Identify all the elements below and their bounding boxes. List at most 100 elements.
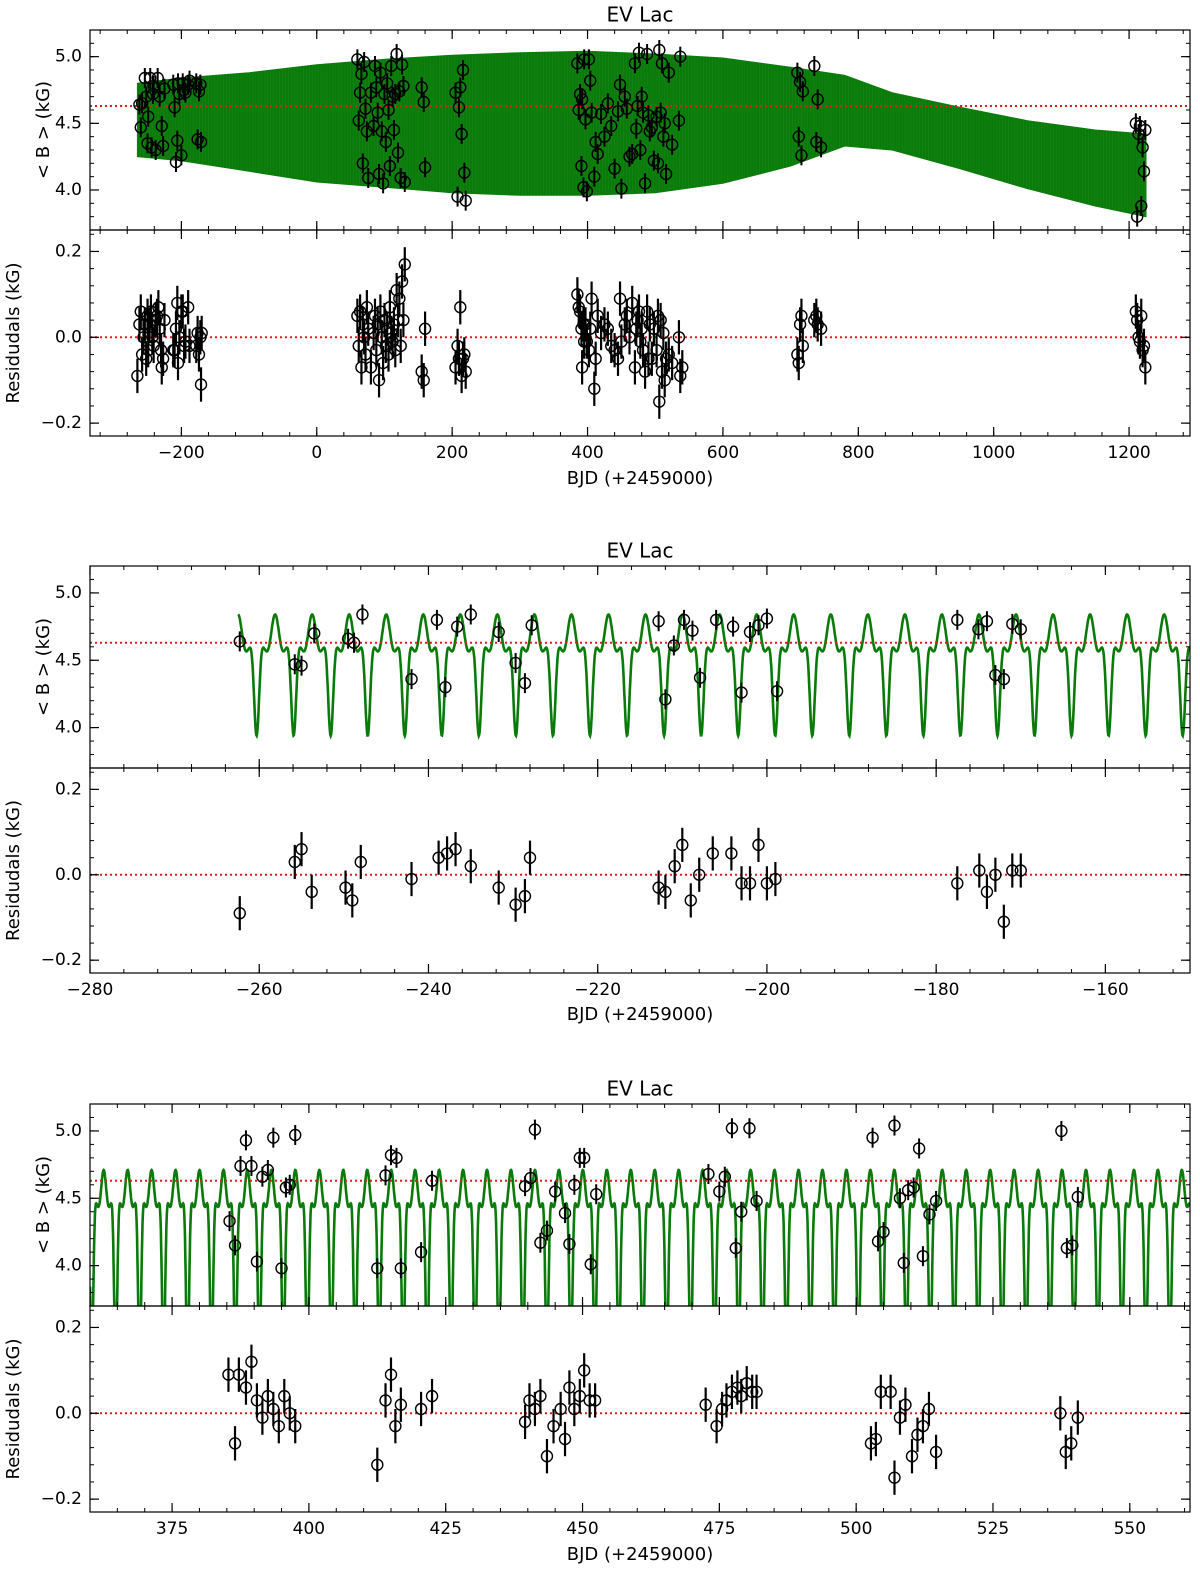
data-point xyxy=(509,652,522,673)
data-point xyxy=(425,1170,439,1191)
data-point xyxy=(245,1344,258,1379)
data-point xyxy=(398,247,411,282)
data-point xyxy=(509,887,522,922)
data-point xyxy=(973,853,986,888)
plot-area xyxy=(90,604,1190,741)
data-point xyxy=(912,1138,926,1159)
data-point xyxy=(884,1374,897,1409)
data-point xyxy=(523,840,537,875)
data-point xyxy=(929,1434,943,1470)
data-point xyxy=(638,354,652,389)
y-tick-label: 5.0 xyxy=(55,583,82,603)
data-point xyxy=(591,144,604,164)
x-tick-label: 600 xyxy=(707,443,739,463)
data-point xyxy=(752,827,765,862)
data-point xyxy=(676,350,689,385)
data-point xyxy=(665,134,679,155)
data-point xyxy=(390,1147,403,1168)
data-point xyxy=(725,1374,739,1409)
data-point xyxy=(454,77,467,98)
data-point xyxy=(866,1127,879,1148)
data-point xyxy=(635,86,648,107)
chart-title: EV Lac xyxy=(606,539,673,563)
data-point xyxy=(289,1409,302,1444)
data-point xyxy=(432,840,445,875)
plot-area xyxy=(90,1344,1190,1495)
data-point xyxy=(272,1409,286,1444)
data-point xyxy=(653,40,666,60)
data-point xyxy=(791,337,804,372)
data-point xyxy=(916,1246,930,1267)
data-point xyxy=(459,354,472,389)
data-point xyxy=(750,1374,763,1409)
data-point xyxy=(554,1391,567,1427)
data-point xyxy=(394,1258,408,1279)
data-point xyxy=(151,68,164,88)
x-tick-label: 425 xyxy=(429,1519,461,1539)
data-point xyxy=(228,1426,242,1461)
data-point xyxy=(548,1181,562,1202)
data-point xyxy=(674,46,687,67)
data-point xyxy=(518,1404,532,1440)
data-point xyxy=(524,1168,537,1189)
data-point xyxy=(795,145,808,166)
data-point xyxy=(261,1159,275,1180)
data-point xyxy=(179,82,192,103)
x-tick-label: 400 xyxy=(293,1519,325,1539)
data-point xyxy=(796,328,809,364)
data-point xyxy=(577,1147,591,1168)
data-point xyxy=(699,1387,712,1422)
data-point xyxy=(295,655,308,676)
data-point xyxy=(352,110,365,131)
data-point xyxy=(642,105,655,126)
data-point xyxy=(888,1115,901,1136)
data-point xyxy=(907,1177,920,1198)
data-point xyxy=(972,619,985,640)
figure-block-2: EV Lac 4.0 4.5 5.0< B > (kG) −0.2 0.0 0.2 Resid… xyxy=(3,539,1191,1025)
axis-frame xyxy=(89,767,1191,974)
figure-block-1: EV Lac 4.0 4.5 5.0< B > (kG) −0.2 0.0 0.2 Resid… xyxy=(3,3,1191,489)
data-point xyxy=(149,140,162,160)
y-tick-label: 4.0 xyxy=(55,718,82,738)
data-point xyxy=(150,298,164,333)
data-point xyxy=(250,1251,264,1272)
data-point xyxy=(869,1421,883,1457)
model-texture xyxy=(137,51,1146,217)
data-point xyxy=(155,116,168,136)
y-tick-label: 0.2 xyxy=(55,241,82,261)
data-point xyxy=(658,113,671,134)
data-point xyxy=(796,81,809,102)
data-point xyxy=(372,363,386,398)
data-point xyxy=(1071,1400,1085,1435)
x-tick-label: 475 xyxy=(703,1519,735,1539)
data-point xyxy=(239,1130,253,1151)
data-point xyxy=(651,153,665,174)
data-point xyxy=(922,1391,936,1427)
data-point xyxy=(668,849,681,884)
data-point xyxy=(640,44,654,64)
bottom-panel: −0.2 0.0 0.2 Residudals (kG) xyxy=(3,1305,1191,1513)
data-point xyxy=(582,49,596,70)
data-point xyxy=(379,132,393,152)
y-axis-label: Residudals (kG) xyxy=(3,1339,24,1480)
data-point xyxy=(374,62,387,83)
data-point xyxy=(677,609,691,630)
data-point xyxy=(573,1147,587,1168)
data-point xyxy=(632,294,646,329)
data-point xyxy=(769,861,782,897)
data-point xyxy=(168,97,181,118)
data-point xyxy=(380,73,394,94)
x-tick-label: 1200 xyxy=(1107,443,1150,463)
data-point xyxy=(582,333,596,368)
data-point xyxy=(623,320,636,355)
plot-area xyxy=(90,40,1190,227)
data-point xyxy=(725,1118,739,1139)
data-point xyxy=(346,883,359,918)
data-point xyxy=(144,68,157,88)
x-tick-label: −180 xyxy=(913,980,960,1000)
y-tick-label: 4.0 xyxy=(55,180,82,200)
top-panel: 4.0 4.5 5.0< B > (kG) xyxy=(33,1103,1191,1307)
y-axis-label: < B > (kG) xyxy=(33,81,54,179)
data-point xyxy=(518,879,532,914)
